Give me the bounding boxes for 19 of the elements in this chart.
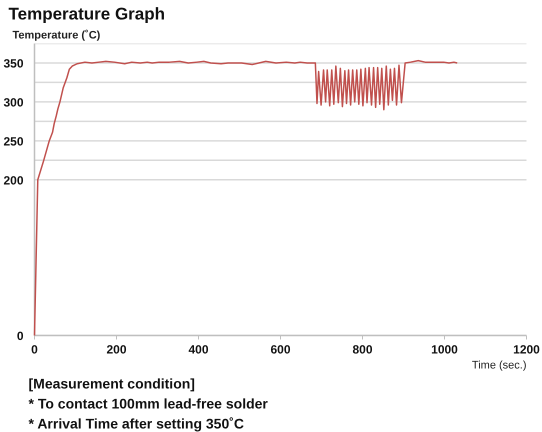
text: * To contact 100mm lead-free solder <box>28 396 268 412</box>
x-tick-label: 0 <box>31 342 38 356</box>
y-tick-label: 200 <box>3 173 24 188</box>
x-tick-label: 200 <box>106 342 127 356</box>
y-tick-label: 300 <box>3 95 24 110</box>
y-tick-label: 250 <box>3 134 24 148</box>
chart-title: Temperature Graph <box>8 4 166 24</box>
x-tick-label: 1200 <box>513 342 540 356</box>
x-tick-label: 400 <box>188 342 209 356</box>
x-tick-label: 600 <box>270 342 291 356</box>
y-axis-title: Temperature (˚C) <box>12 30 101 42</box>
y-tick-label: 350 <box>3 56 24 70</box>
text: [Measurement condition] <box>28 376 195 392</box>
y-tick-label: 0 <box>16 329 24 343</box>
x-tick-label: 1000 <box>431 342 458 356</box>
x-axis-title: Time (sec.) <box>472 360 526 372</box>
x-tick-label: 800 <box>352 342 373 356</box>
line-series <box>34 60 458 336</box>
text: * Arrival Time after setting 350˚C <box>28 416 244 432</box>
